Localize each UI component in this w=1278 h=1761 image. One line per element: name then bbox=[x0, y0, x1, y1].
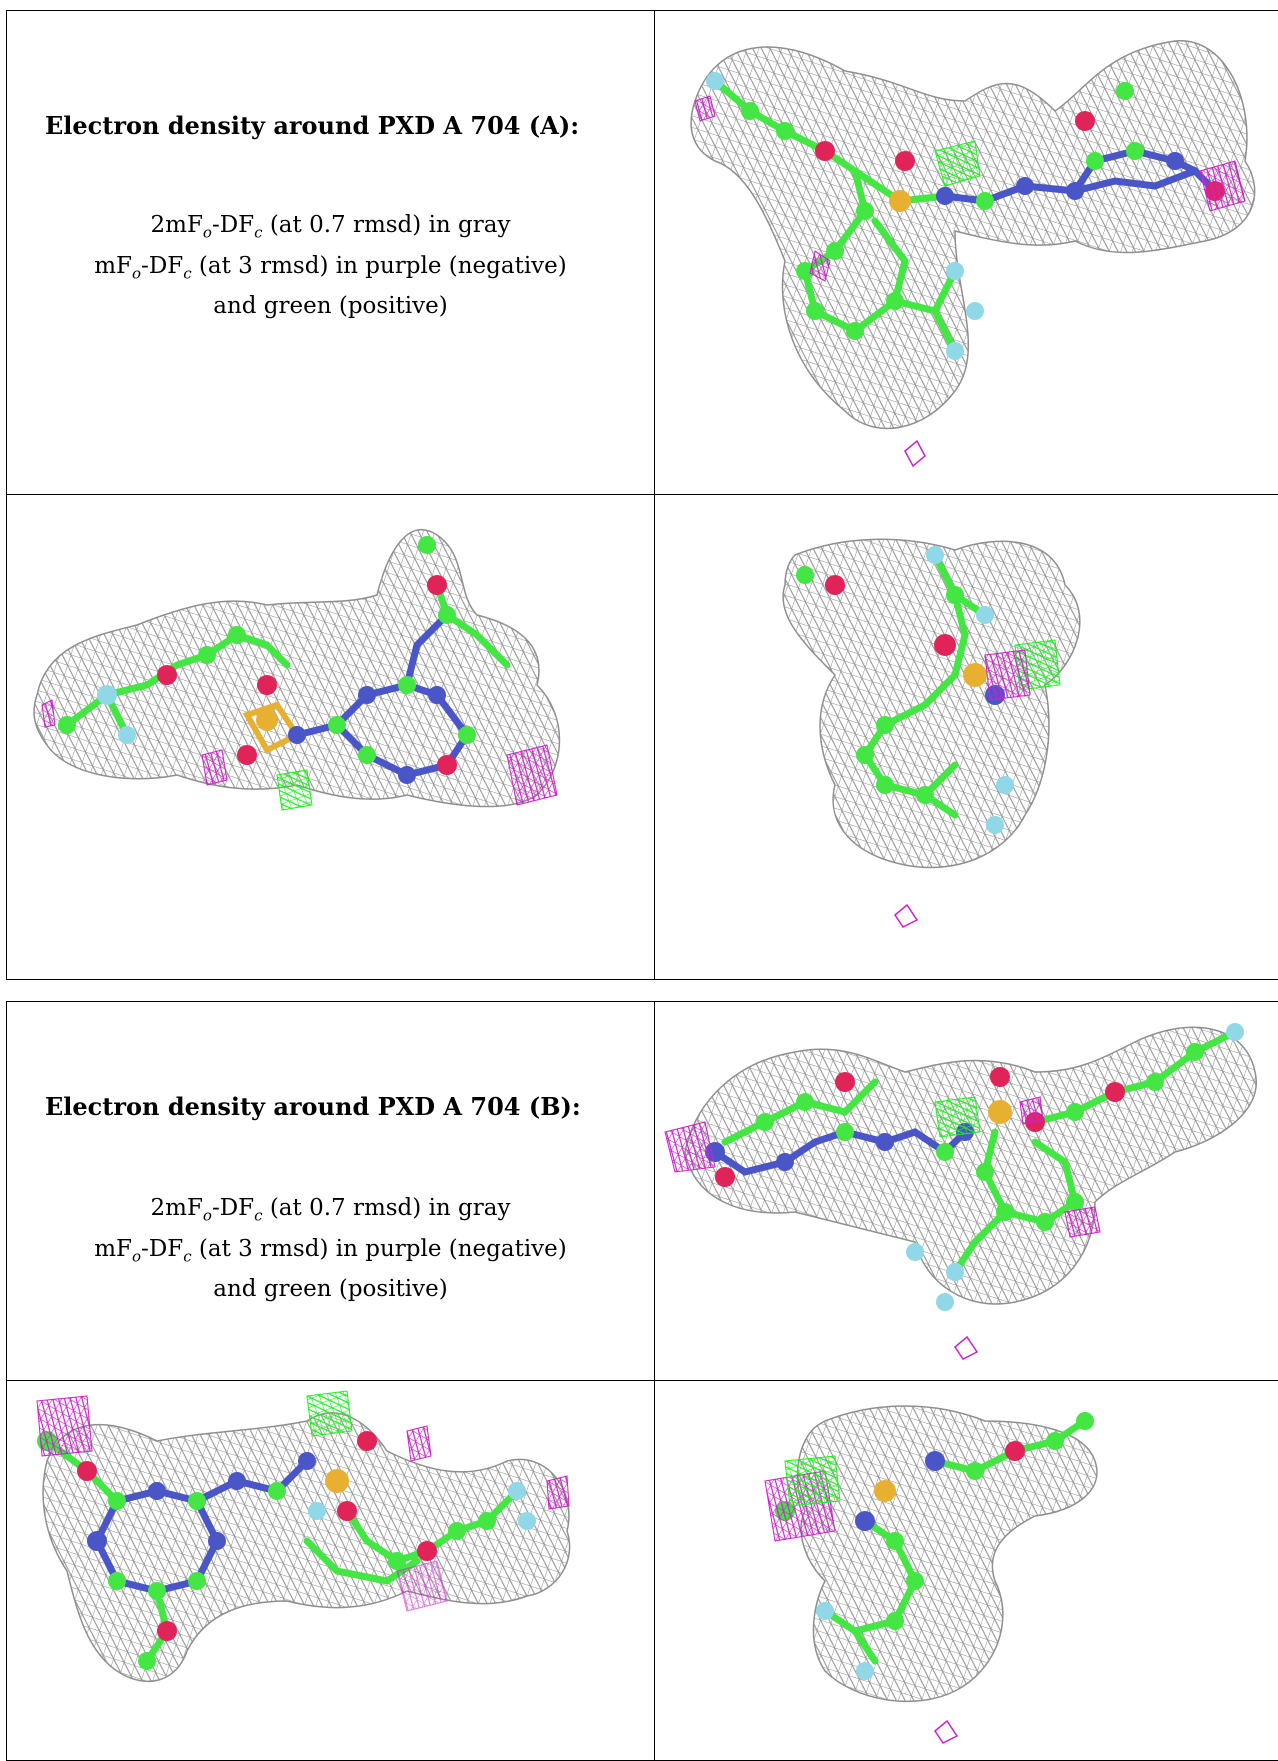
panel-b-description: Electron density around PXD A 704 (B): 2… bbox=[7, 1002, 655, 1381]
panel-a-description: Electron density around PXD A 704 (A): 2… bbox=[7, 11, 655, 495]
panel-legend: 2mFo-DFc (at 0.7 rmsd) in gray mFo-DFc (… bbox=[7, 1192, 654, 1306]
panel-a: Electron density around PXD A 704 (A): 2… bbox=[6, 10, 1278, 980]
density-render-image bbox=[36, 1390, 571, 1682]
panel-legend: 2mFo-DFc (at 0.7 rmsd) in gray mFo-DFc (… bbox=[7, 209, 654, 323]
atoms bbox=[706, 72, 1225, 360]
density-render-image bbox=[664, 1023, 1258, 1360]
panel-heading: Electron density around PXD A 704 (A): bbox=[45, 111, 580, 140]
density-render-image bbox=[764, 1405, 1098, 1744]
legend-line-2mfo: 2mFo-DFc (at 0.7 rmsd) in gray bbox=[150, 212, 511, 242]
density-view-b-end bbox=[655, 1381, 1278, 1760]
legend-line-mfo: mFo-DFc (at 3 rmsd) in purple (negative) bbox=[94, 1235, 567, 1266]
density-render-image bbox=[690, 40, 1256, 468]
density-view-a-end bbox=[655, 495, 1278, 979]
density-view-a-side bbox=[7, 495, 655, 979]
atoms bbox=[796, 546, 1014, 834]
legend-line-colors: and green (positive) bbox=[213, 1276, 448, 1303]
legend-line-colors: and green (positive) bbox=[213, 293, 448, 320]
density-view-b-top bbox=[655, 1002, 1278, 1381]
panel-b: Electron density around PXD A 704 (B): 2… bbox=[6, 1001, 1278, 1761]
density-view-b-side bbox=[7, 1381, 655, 1760]
density-render-image bbox=[33, 528, 561, 811]
density-view-a-top bbox=[655, 11, 1278, 495]
atoms bbox=[58, 536, 476, 784]
atoms bbox=[705, 1023, 1244, 1311]
panel-heading: Electron density around PXD A 704 (B): bbox=[45, 1092, 581, 1121]
legend-line-2mfo: 2mFo-DFc (at 0.7 rmsd) in gray bbox=[150, 1195, 511, 1225]
density-render-image bbox=[782, 538, 1081, 928]
legend-line-mfo: mFo-DFc (at 3 rmsd) in purple (negative) bbox=[94, 252, 567, 283]
